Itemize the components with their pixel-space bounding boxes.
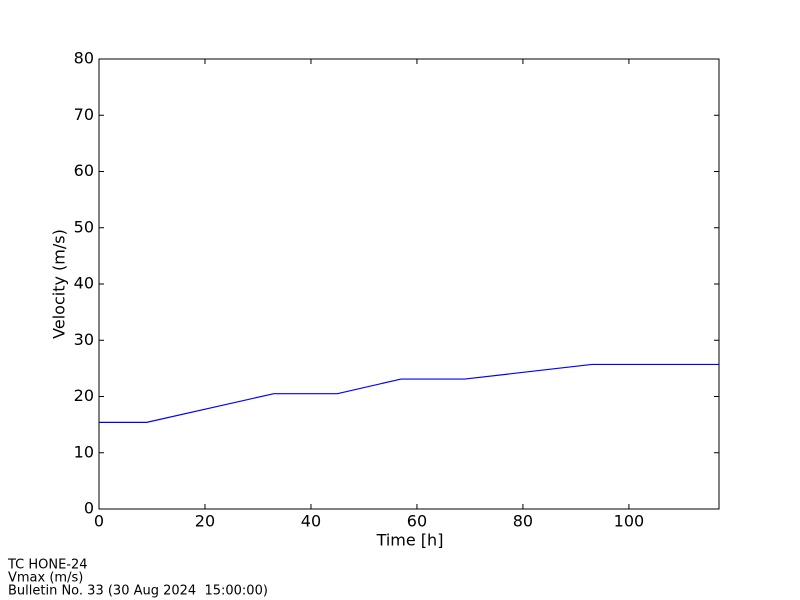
footer-line: Bulletin No. 33 (30 Aug 2024 15:00:00) <box>8 584 268 599</box>
y-tick-label: 70 <box>74 105 94 124</box>
y-axis-label: Velocity (m/s) <box>50 229 69 339</box>
y-tick-label: 20 <box>74 386 94 405</box>
y-tick-label: 50 <box>74 217 94 236</box>
y-tick-label: 10 <box>74 442 94 461</box>
x-tick-label: 0 <box>94 512 104 531</box>
data-line <box>99 363 719 423</box>
x-tick-label: 80 <box>513 512 533 531</box>
y-tick-label: 60 <box>74 161 94 180</box>
footer-line: Vmax (m/s) <box>8 571 83 586</box>
y-tick-label: 40 <box>74 274 94 293</box>
y-tick-label: 30 <box>74 330 94 349</box>
y-tick-label: 0 <box>84 499 94 518</box>
x-tick-label: 20 <box>195 512 215 531</box>
x-tick-label: 100 <box>614 512 645 531</box>
x-axis-label: Time [h] <box>376 531 444 550</box>
x-tick-label: 60 <box>407 512 427 531</box>
x-tick-label: 40 <box>301 512 321 531</box>
y-tick-label: 80 <box>74 49 94 68</box>
plot-frame <box>98 58 720 510</box>
footer-line: TC HONE-24 <box>7 558 88 573</box>
